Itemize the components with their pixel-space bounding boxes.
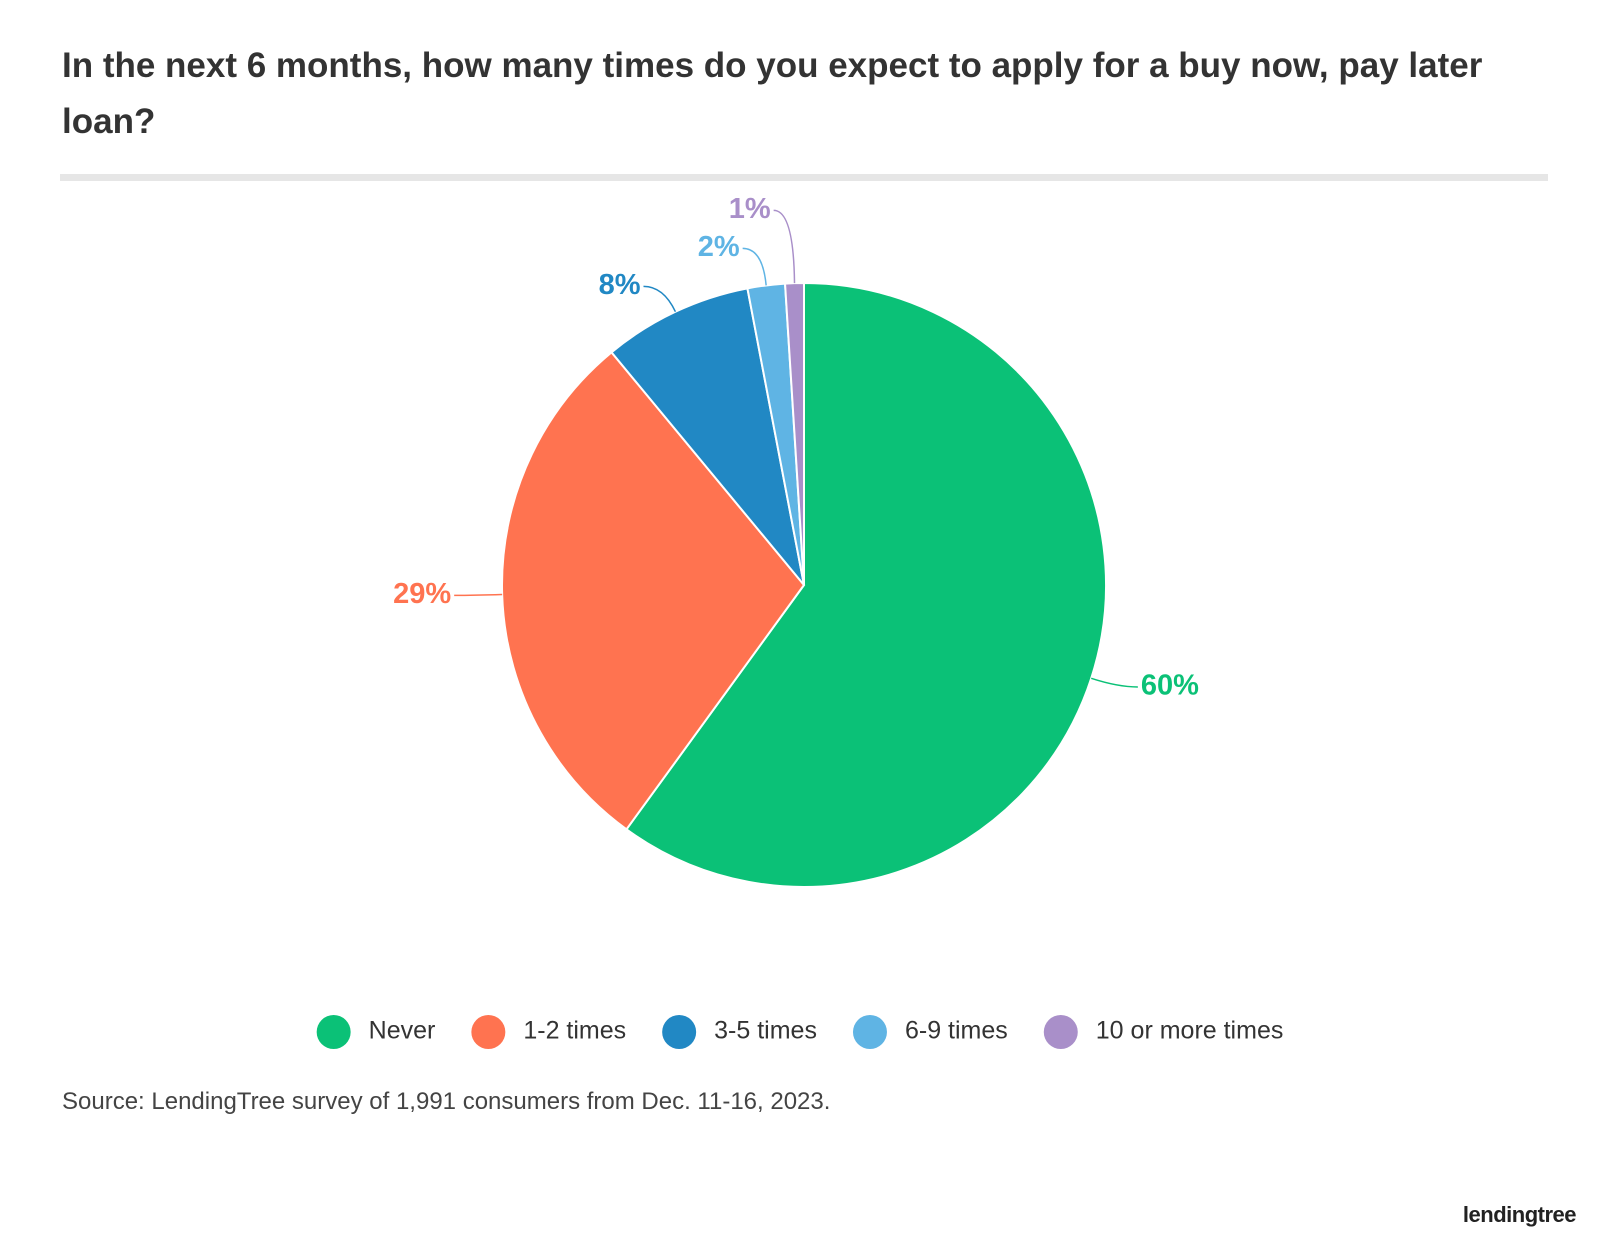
- legend-label: Never: [369, 1017, 436, 1045]
- pie-slice: [783, 281, 805, 586]
- data-label: 8%: [599, 269, 641, 301]
- leader-line: [454, 593, 503, 597]
- source-note: Source: LendingTree survey of 1,991 cons…: [62, 1088, 831, 1115]
- data-label: 1%: [729, 193, 771, 225]
- data-label: 60%: [1141, 670, 1199, 702]
- legend-label: 10 or more times: [1096, 1017, 1284, 1045]
- legend-swatch: [852, 1015, 887, 1049]
- legend-swatch: [471, 1015, 506, 1049]
- data-label: 2%: [698, 231, 740, 263]
- divider: [60, 174, 1548, 181]
- pie-slice: [610, 287, 805, 586]
- brand-logo: lendingtree: [1462, 1202, 1577, 1227]
- pie-slice: [625, 281, 1107, 888]
- legend-label: 3-5 times: [714, 1017, 817, 1045]
- chart-title: In the next 6 months, how many times do …: [62, 46, 1483, 141]
- data-label: 29%: [393, 578, 451, 610]
- legend-swatch: [316, 1015, 351, 1049]
- legend-label: 6-9 times: [905, 1017, 1008, 1045]
- leader-line: [742, 247, 767, 286]
- legend-swatch: [1043, 1015, 1078, 1049]
- legend-label: 1-2 times: [523, 1017, 626, 1045]
- leader-line: [643, 285, 677, 313]
- legend-swatch: [662, 1015, 697, 1049]
- leader-line: [773, 209, 796, 284]
- pie-slice: [501, 350, 806, 831]
- leader-line: [1090, 677, 1138, 688]
